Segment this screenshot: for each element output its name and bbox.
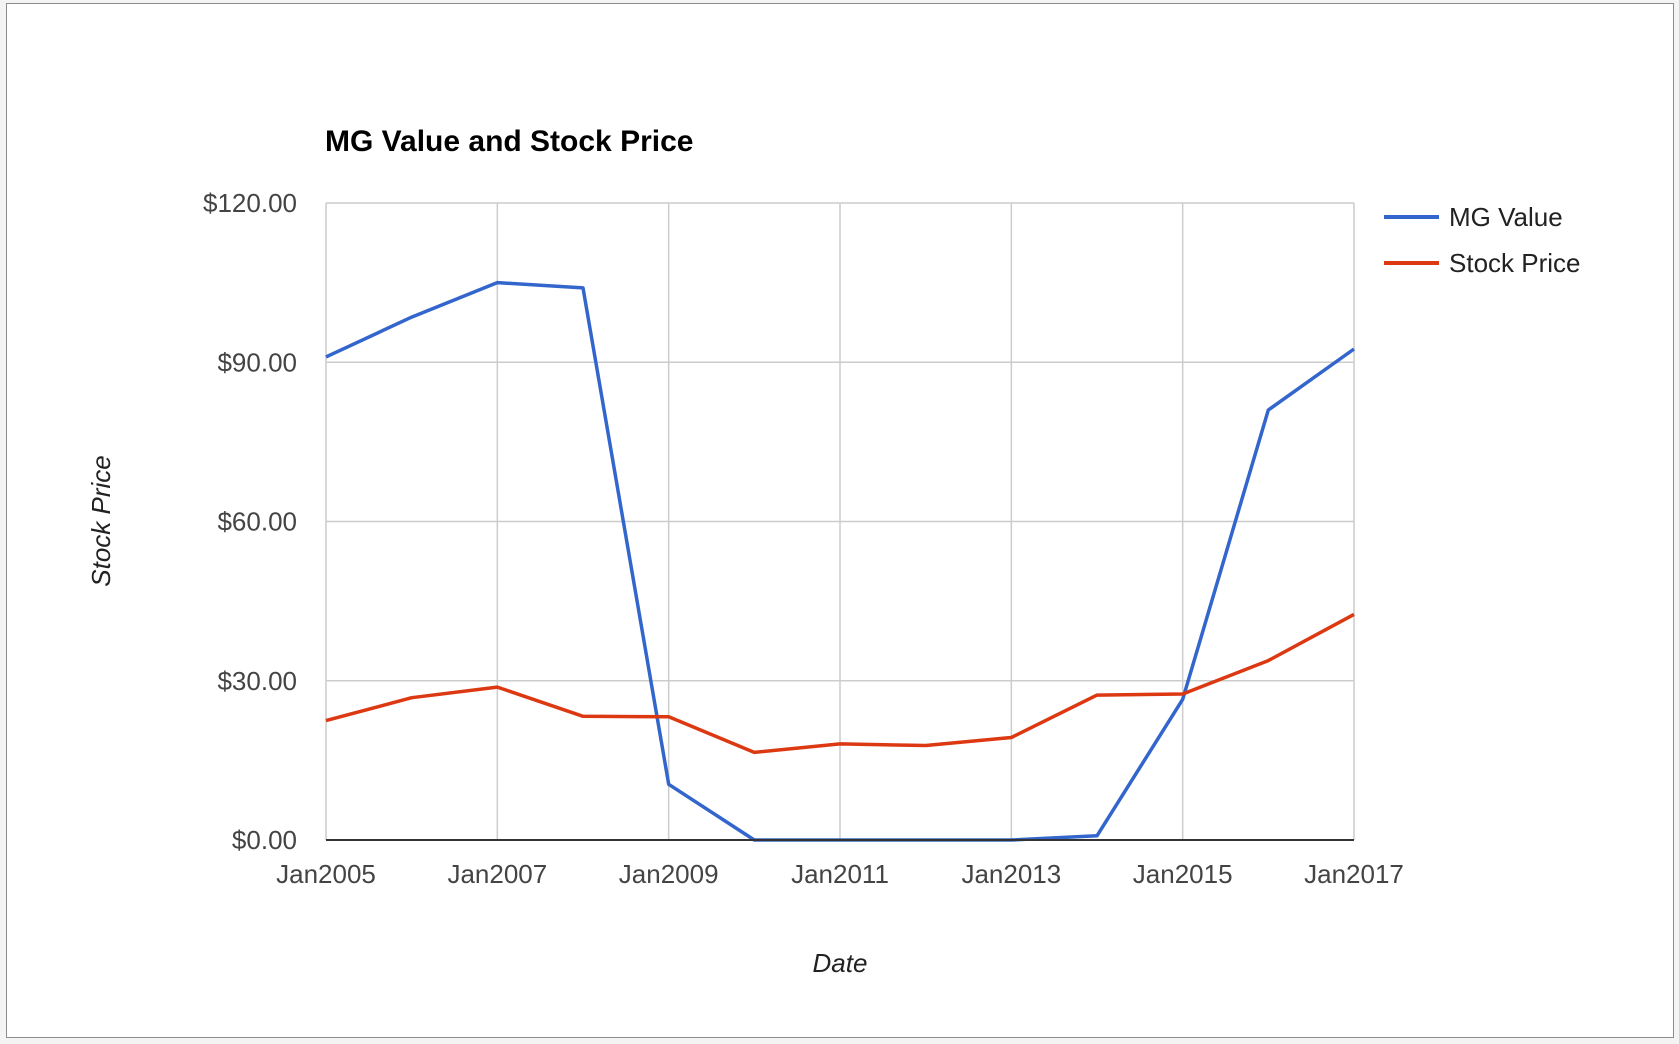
x-tick-label: Jan2005 <box>276 859 376 889</box>
x-tick-label: Jan2007 <box>447 859 547 889</box>
x-tick-label: Jan2009 <box>619 859 719 889</box>
x-tick-label: Jan2017 <box>1304 859 1404 889</box>
series-line-stock-price <box>325 612 1355 755</box>
chart-title: MG Value and Stock Price <box>325 125 693 158</box>
legend-label-stock-price: Stock Price <box>1449 248 1581 278</box>
x-axis-ticks: Jan2005 Jan2007 Jan2009 Jan2011 Jan2013 Jan20… <box>276 859 1404 889</box>
y-tick-label: $60.00 <box>217 507 297 537</box>
x-tick-label: Jan2011 <box>791 859 889 889</box>
y-tick-label: $0.00 <box>232 825 297 855</box>
x-axis-title: Date <box>813 948 868 978</box>
x-tick-label: Jan2013 <box>961 859 1061 889</box>
y-tick-label: $90.00 <box>217 347 297 377</box>
gridlines <box>325 202 1355 840</box>
y-axis-title: Stock Price <box>86 455 116 587</box>
y-axis-ticks: $0.00 $30.00 $60.00 $90.00 $120.00 <box>203 188 297 855</box>
x-tick-label: Jan2015 <box>1133 859 1233 889</box>
legend-label-mg-value: MG Value <box>1449 202 1563 232</box>
y-tick-label: $30.00 <box>217 666 297 696</box>
legend: MG Value Stock Price <box>1384 202 1581 278</box>
y-tick-label: $120.00 <box>203 188 297 218</box>
